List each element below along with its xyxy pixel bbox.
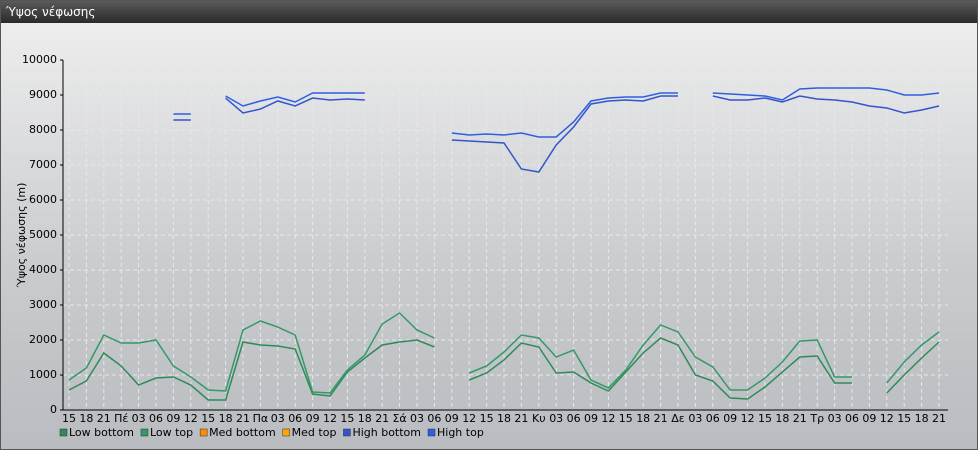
legend-swatch [59,428,68,437]
legend-label: Low top [150,426,193,439]
series-line [712,95,940,114]
y-tick-label: 1000 [29,368,57,381]
x-tick-label: 03 [549,412,563,425]
x-tick-label: 03 [688,412,702,425]
x-tick-label: 06 [427,412,441,425]
series-line [712,87,940,101]
x-tick-label: 15 [480,412,494,425]
x-tick-label: Πα [253,412,269,425]
series-line [68,339,435,401]
x-tick-label: 06 [288,412,302,425]
chart-title: Ύψος νέφωσης [1,1,977,23]
x-tick-label: 03 [410,412,424,425]
x-tick-label: 09 [445,412,459,425]
legend-label: High bottom [352,426,421,439]
x-tick-label: 21 [793,412,807,425]
y-tick-label: 0 [50,403,57,416]
series-line [468,324,852,391]
legend-label: High top [437,426,484,439]
y-tick-label: 5000 [29,228,57,241]
x-tick-label: 21 [97,412,111,425]
x-tick-label: 06 [706,412,720,425]
x-tick-label: 12 [601,412,615,425]
x-tick-label: 21 [654,412,668,425]
y-tick-label: 9000 [29,88,57,101]
legend-swatch [282,428,290,437]
x-tick-label: 21 [932,412,946,425]
x-tick-label: 09 [862,412,876,425]
series-line [886,331,940,384]
x-tick-label: 12 [323,412,337,425]
x-tick-label: 03 [828,412,842,425]
x-tick-label: 12 [741,412,755,425]
x-tick-label: 15 [340,412,354,425]
legend-swatch [140,428,149,437]
legend-swatch [343,428,351,437]
x-tick-label: 18 [497,412,511,425]
legend-label: Med bottom [209,426,276,439]
x-tick-label: 15 [897,412,911,425]
x-tick-label: 03 [132,412,146,425]
x-tick-label: 12 [462,412,476,425]
y-tick-label: 7000 [29,158,57,171]
series-line [451,95,678,173]
x-tick-label: Σά [392,412,406,425]
legend-swatch [427,428,436,437]
x-tick-label: 15 [619,412,633,425]
x-tick-label: 06 [567,412,581,425]
x-tick-label: 15 [758,412,772,425]
y-tick-label: 4000 [29,263,57,276]
x-tick-label: 21 [514,412,528,425]
y-axis-label: Ύψος νέφωσης (m) [15,183,28,289]
x-tick-label: Δε [671,412,685,425]
x-tick-label: 06 [149,412,163,425]
x-tick-label: 21 [236,412,250,425]
x-tick-label: 06 [845,412,859,425]
legend-label: Med top [292,426,337,439]
x-tick-label: 15 [62,412,76,425]
legend-label: Low bottom [69,426,134,439]
series-line [225,97,365,114]
series-line [225,92,365,107]
x-tick-label: 09 [584,412,598,425]
x-tick-label: 18 [358,412,372,425]
legend-swatch [199,428,208,437]
series-line [886,341,940,394]
x-tick-label: 09 [166,412,180,425]
x-tick-label: 18 [219,412,233,425]
x-tick-label: 03 [271,412,285,425]
x-tick-label: Κυ [532,412,546,425]
y-tick-label: 3000 [29,298,57,311]
series-line [68,312,435,394]
series-line [451,92,678,138]
x-tick-label: Τρ [809,412,824,425]
y-tick-label: 6000 [29,193,57,206]
x-tick-label: 18 [915,412,929,425]
x-tick-label: 21 [375,412,389,425]
x-tick-label: Πέ [114,412,128,425]
x-tick-label: 09 [723,412,737,425]
y-tick-label: 8000 [29,123,57,136]
x-tick-label: 18 [636,412,650,425]
series-line [468,337,852,400]
x-tick-label: 18 [775,412,789,425]
y-tick-label: 2000 [29,333,57,346]
x-tick-label: 12 [184,412,198,425]
x-tick-label: 15 [201,412,215,425]
x-tick-label: 09 [306,412,320,425]
x-tick-label: 12 [880,412,894,425]
x-tick-label: 18 [79,412,93,425]
y-tick-label: 10000 [22,53,57,66]
